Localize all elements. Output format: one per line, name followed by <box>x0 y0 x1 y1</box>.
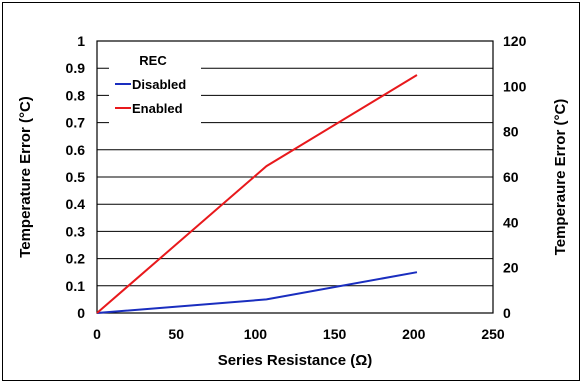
y-axis-title: Temperature Error (°C) <box>17 96 34 258</box>
legend-title: REC <box>139 53 167 68</box>
legend-label: Enabled <box>132 101 183 116</box>
y2-tick-label: 20 <box>503 260 519 276</box>
y-tick-label: 0.2 <box>66 251 86 267</box>
tick-labels: 0 0.1 0.2 0.3 0.4 0.5 0.6 0.7 0.8 0.9 1 0 20 40 60 80 10… <box>66 33 527 342</box>
y-tick-label: 1 <box>77 33 85 49</box>
y-tick-label: 0.3 <box>66 223 86 239</box>
x-axis-title: Series Resistance (Ω) <box>218 352 373 369</box>
x-tick-label: 50 <box>168 326 184 342</box>
y-tick-label: 0.5 <box>66 169 86 185</box>
x-tick-label: 150 <box>323 326 347 342</box>
y-tick-label: 0.8 <box>66 87 86 103</box>
plot-area-layer <box>96 40 494 314</box>
y-tick-label: 0.9 <box>66 60 86 76</box>
y2-tick-label: 60 <box>503 169 519 185</box>
series-layer <box>96 74 418 314</box>
x-tick-label: 100 <box>244 326 268 342</box>
y-tick-label: 0.1 <box>66 278 86 294</box>
x-tick-label: 250 <box>481 326 505 342</box>
x-tick-label: 200 <box>402 326 426 342</box>
plot-area <box>96 40 494 314</box>
y-tick-label: 0 <box>77 305 85 321</box>
y-tick-label: 0.7 <box>66 115 86 131</box>
legend-label: Disabled <box>132 77 186 92</box>
series-line-disabled <box>96 271 418 314</box>
y2-tick-label: 0 <box>503 305 511 321</box>
y2-tick-label: 40 <box>503 214 519 230</box>
y-tick-label: 0.6 <box>66 142 86 158</box>
y2-tick-label: 80 <box>503 124 519 140</box>
legend: REC Disabled Enabled <box>109 53 201 129</box>
y2-tick-label: 100 <box>503 78 527 94</box>
chart-frame: REC Disabled Enabled 0 0.1 0.2 0.3 0.4 0.5 0.6 0.… <box>2 2 580 381</box>
series-line-enabled <box>96 74 418 314</box>
legend-box <box>109 53 201 129</box>
y-tick-label: 0.4 <box>66 196 86 212</box>
chart-svg: REC Disabled Enabled 0 0.1 0.2 0.3 0.4 0.5 0.6 0.… <box>17 33 569 369</box>
y2-axis-title: Temperaure Error (°C) <box>552 99 569 256</box>
x-tick-label: 0 <box>93 326 101 342</box>
y2-tick-label: 120 <box>503 33 527 49</box>
